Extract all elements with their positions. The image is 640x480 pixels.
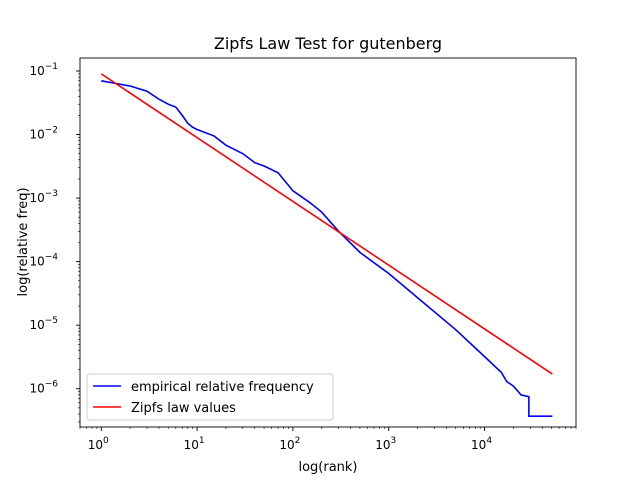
legend-label-1: Zipfs law values	[131, 401, 236, 416]
chart-title: Zipfs Law Test for gutenberg	[214, 34, 442, 53]
x-axis-label: log(rank)	[298, 460, 357, 475]
y-axis-label: log(relative freq)	[16, 187, 31, 296]
series-line-1	[100, 73, 553, 375]
legend-label-0: empirical relative frequency	[131, 380, 314, 395]
legend: empirical relative frequency Zipfs law va…	[86, 373, 334, 421]
series-line-0	[101, 80, 553, 417]
legend-box	[86, 373, 334, 421]
